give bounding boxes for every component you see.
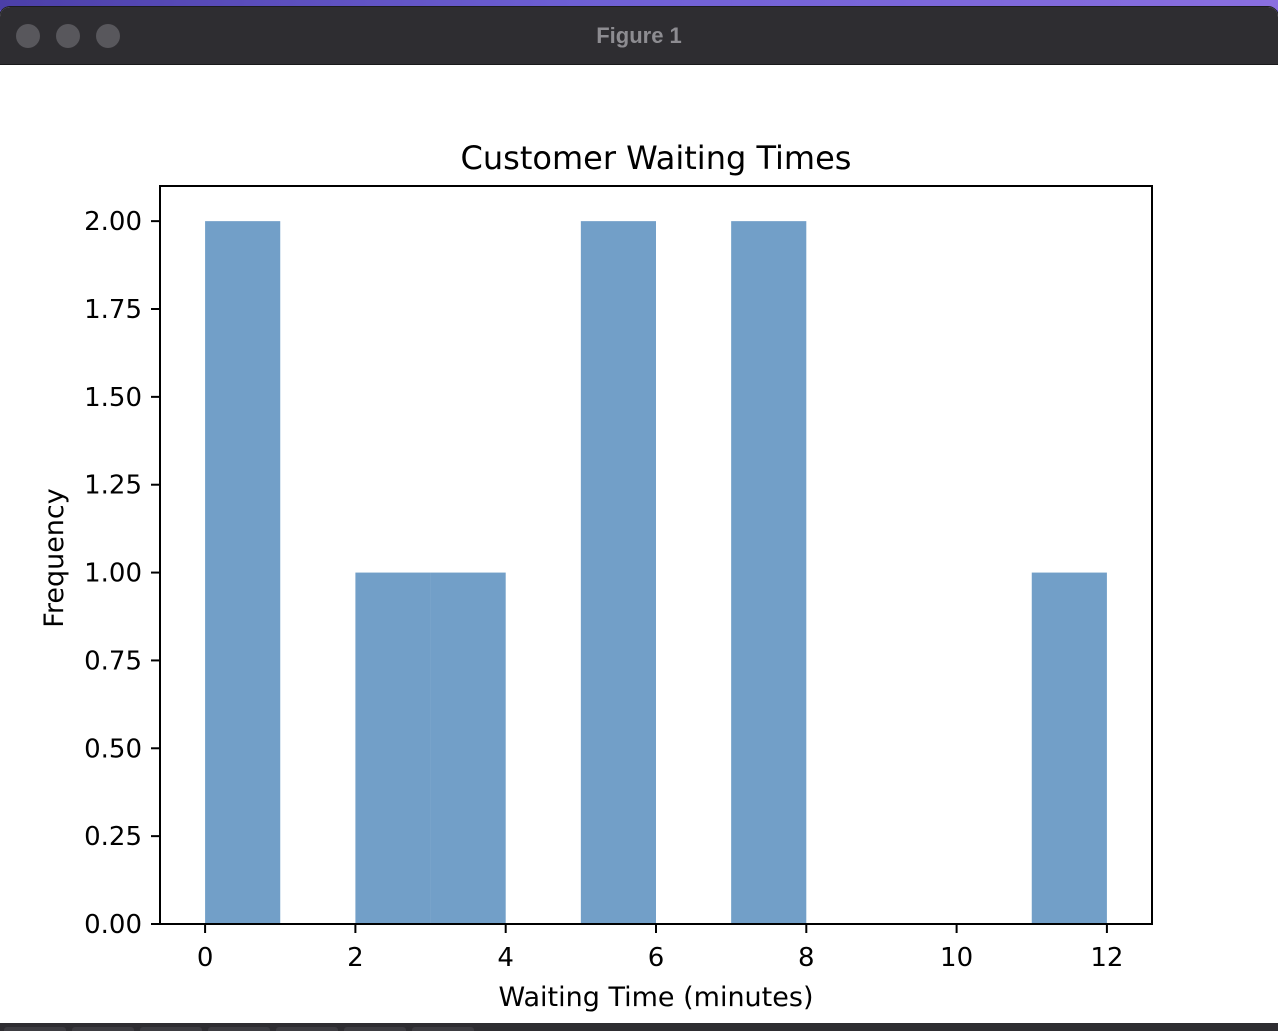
y-axis-ticks: 0.00 0.25 0.50 0.75 1.00 1.25 1.50 1.75 2.00 bbox=[84, 207, 160, 940]
histogram-bar-0 bbox=[205, 221, 281, 925]
y-tick-label: 1.75 bbox=[84, 295, 142, 325]
window-title: Figure 1 bbox=[596, 23, 682, 48]
y-tick-label: 0.00 bbox=[84, 910, 142, 940]
y-tick-label: 0.75 bbox=[84, 646, 142, 676]
y-tick-label: 1.50 bbox=[84, 383, 142, 413]
x-tick-label: 0 bbox=[197, 943, 214, 973]
x-tick-label: 4 bbox=[497, 943, 514, 973]
y-tick-label: 0.25 bbox=[84, 822, 142, 852]
bars-layer bbox=[205, 221, 1107, 925]
figure-toolbar bbox=[0, 1023, 1278, 1031]
chart-title: Customer Waiting Times bbox=[461, 139, 852, 177]
forward-tool-button[interactable] bbox=[140, 1027, 202, 1031]
x-tick-label: 12 bbox=[1090, 943, 1123, 973]
home-tool-button[interactable] bbox=[4, 1027, 66, 1031]
zoom-tool-button[interactable] bbox=[276, 1027, 338, 1031]
histogram-bar-4 bbox=[731, 221, 807, 925]
desktop-background bbox=[0, 0, 1278, 10]
x-axis-ticks: 0 2 4 6 8 10 12 bbox=[197, 924, 1123, 973]
y-tick-label: 0.50 bbox=[84, 734, 142, 764]
y-tick-label: 1.00 bbox=[84, 559, 142, 589]
y-axis-label: Frequency bbox=[39, 488, 70, 628]
histogram-bar-3 bbox=[580, 221, 656, 925]
zoom-window-icon[interactable] bbox=[96, 24, 120, 48]
histogram-bar-1 bbox=[355, 572, 431, 924]
x-tick-label: 2 bbox=[347, 943, 364, 973]
back-tool-button[interactable] bbox=[72, 1027, 134, 1031]
histogram-chart: 0 2 4 6 8 10 12 0.00 0.25 0.50 0.75 1.00 1.25 1.50 1.… bbox=[39, 139, 1153, 1013]
figure-canvas: 0 2 4 6 8 10 12 0.00 0.25 0.50 0.75 1.00 1.25 1.50 1.… bbox=[0, 65, 1278, 1023]
y-tick-label: 1.25 bbox=[84, 471, 142, 501]
close-window-icon[interactable] bbox=[16, 24, 40, 48]
y-tick-label: 2.00 bbox=[84, 207, 142, 237]
minimize-window-icon[interactable] bbox=[56, 24, 80, 48]
x-tick-label: 6 bbox=[648, 943, 665, 973]
save-tool-button[interactable] bbox=[412, 1027, 474, 1031]
histogram-bar-2 bbox=[430, 572, 506, 924]
histogram-bar-5 bbox=[1031, 572, 1107, 924]
window-titlebar[interactable]: Figure 1 bbox=[0, 7, 1278, 65]
configure-tool-button[interactable] bbox=[344, 1027, 406, 1031]
figure-window: Figure 1 0 2 4 6 8 10 12 0.00 0.25 0.50 0.75 1.00 1… bbox=[0, 7, 1278, 1031]
pan-tool-button[interactable] bbox=[208, 1027, 270, 1031]
x-tick-label: 10 bbox=[940, 943, 973, 973]
x-axis-label: Waiting Time (minutes) bbox=[499, 982, 814, 1013]
x-tick-label: 8 bbox=[798, 943, 815, 973]
